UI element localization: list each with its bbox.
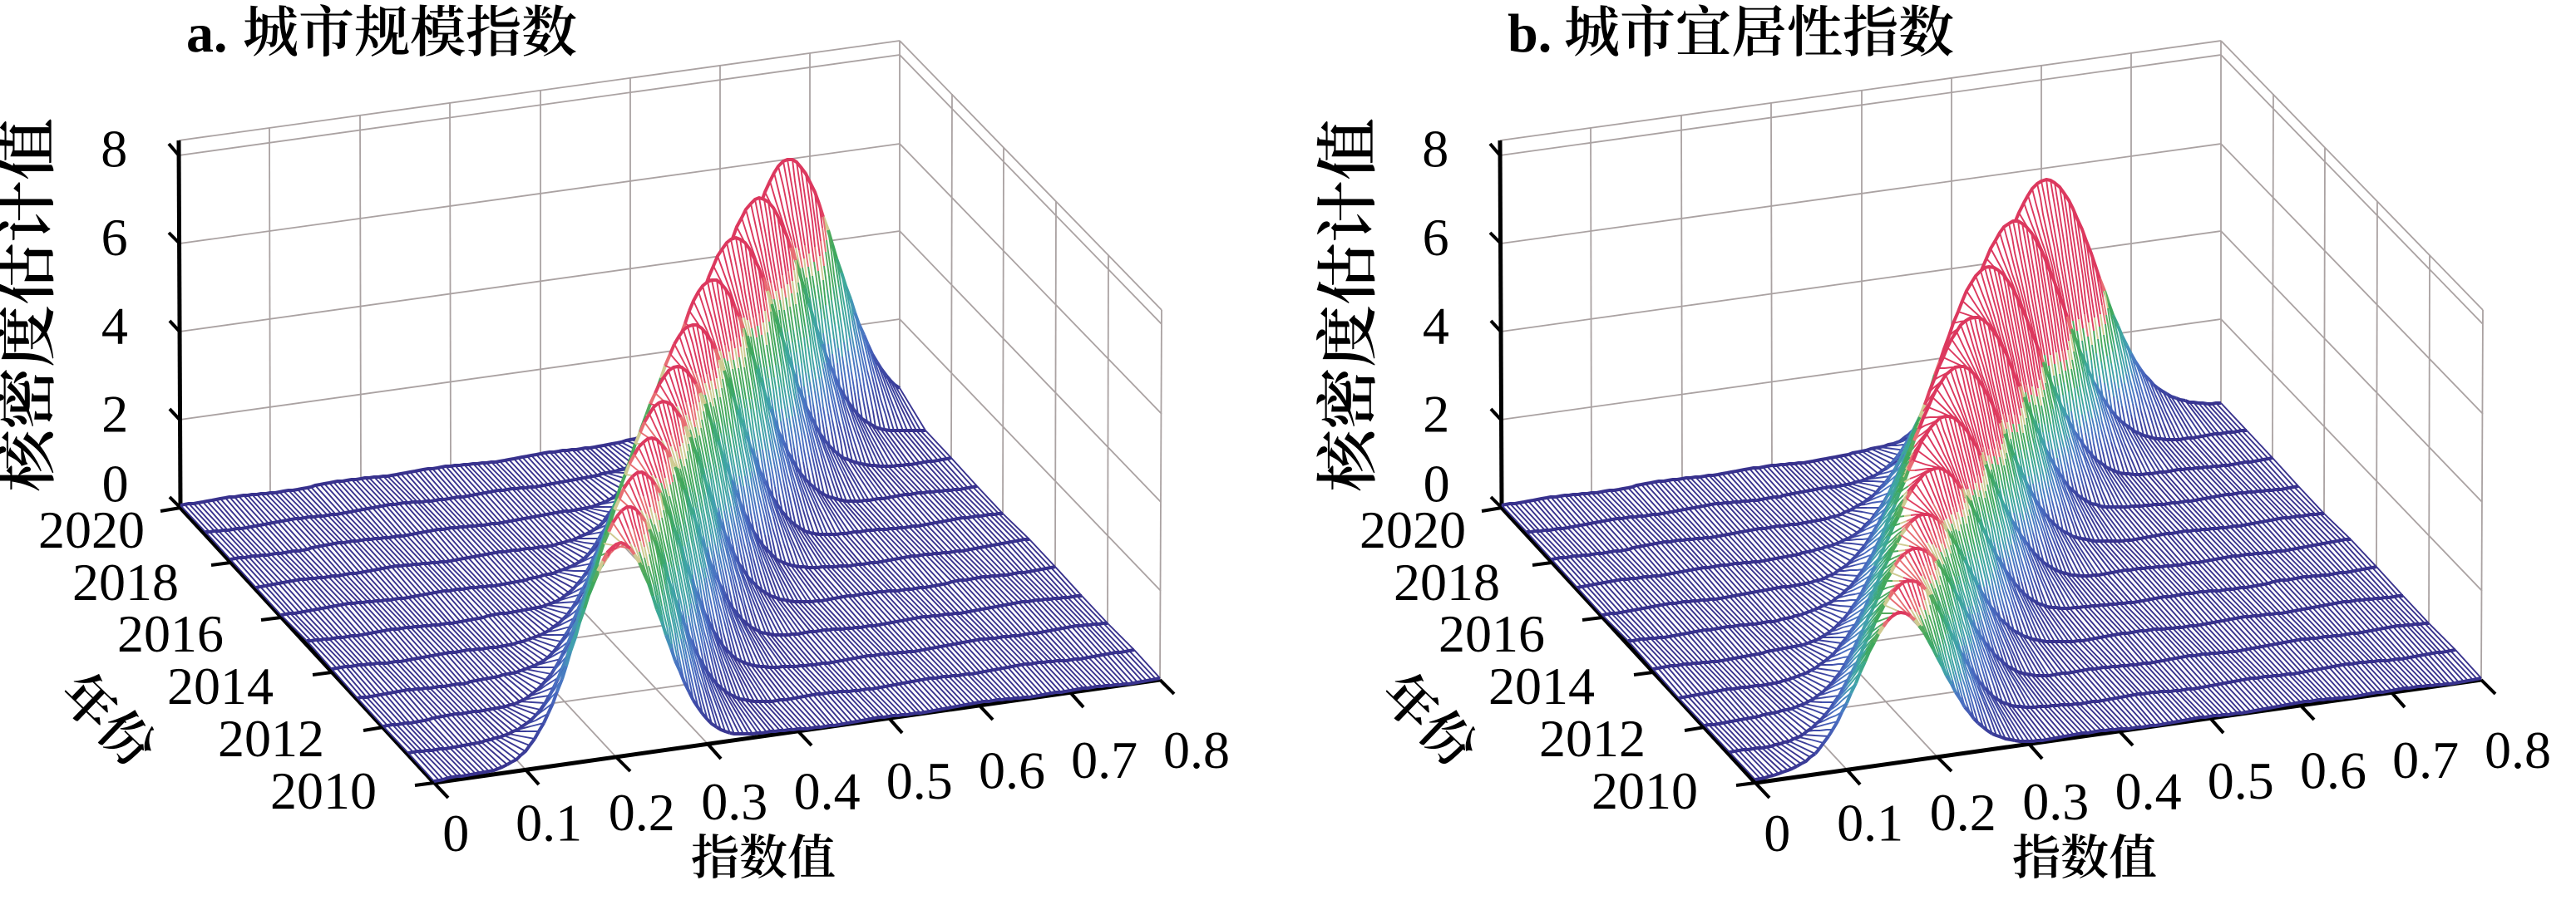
svg-text:2012: 2012: [218, 709, 324, 768]
svg-text:0: 0: [442, 804, 469, 863]
svg-text:0: 0: [1424, 455, 1450, 514]
svg-text:8: 8: [101, 120, 127, 179]
svg-text:2012: 2012: [1539, 709, 1646, 768]
svg-text:0: 0: [102, 455, 129, 514]
svg-text:0.3: 0.3: [2022, 772, 2089, 831]
svg-text:2016: 2016: [1439, 604, 1545, 663]
svg-text:6: 6: [101, 208, 128, 267]
svg-text:0.7: 0.7: [2392, 731, 2459, 790]
svg-text:a.: a.: [186, 3, 228, 64]
svg-text:2010: 2010: [1591, 761, 1698, 820]
svg-text:2020: 2020: [38, 500, 145, 559]
svg-text:2014: 2014: [167, 657, 274, 716]
svg-text:8: 8: [1422, 120, 1448, 179]
svg-text:0.2: 0.2: [1930, 783, 1996, 842]
svg-text:0.6: 0.6: [979, 741, 1045, 800]
svg-text:0.5: 0.5: [2208, 751, 2274, 810]
svg-text:2020: 2020: [1360, 500, 1466, 559]
svg-text:0.8: 0.8: [1163, 721, 1230, 780]
svg-text:2: 2: [1423, 384, 1449, 443]
svg-text:4: 4: [101, 296, 128, 355]
svg-text:b.: b.: [1508, 3, 1552, 64]
svg-text:2010: 2010: [270, 761, 377, 820]
svg-text:0.7: 0.7: [1071, 731, 1137, 790]
svg-text:6: 6: [1423, 208, 1449, 267]
svg-text:2: 2: [101, 384, 128, 443]
svg-text:4: 4: [1423, 296, 1449, 355]
svg-text:0: 0: [1764, 804, 1790, 863]
svg-text:0.2: 0.2: [609, 783, 675, 842]
svg-text:0.6: 0.6: [2300, 741, 2366, 800]
svg-text:2016: 2016: [117, 604, 224, 663]
svg-text:0.4: 0.4: [2115, 762, 2182, 821]
svg-text:2018: 2018: [1394, 553, 1500, 612]
svg-text:0.1: 0.1: [1837, 793, 1903, 852]
svg-text:0.1: 0.1: [516, 793, 582, 852]
svg-text:0.8: 0.8: [2485, 721, 2551, 780]
svg-text:0.4: 0.4: [794, 762, 861, 821]
svg-text:2014: 2014: [1488, 657, 1595, 716]
svg-text:0.5: 0.5: [886, 751, 953, 810]
svg-text:0.3: 0.3: [701, 772, 767, 831]
svg-text:2018: 2018: [72, 553, 179, 612]
